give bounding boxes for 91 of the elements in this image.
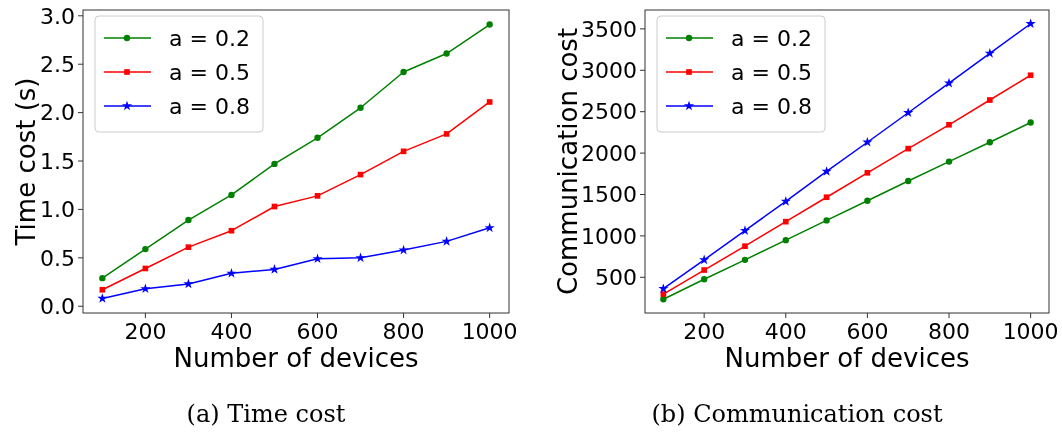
point	[443, 131, 450, 137]
point	[185, 244, 192, 250]
point	[984, 47, 995, 58]
y-tick-label: 2.0	[40, 100, 75, 126]
legend-label: a = 0.5	[731, 59, 812, 85]
point	[741, 256, 749, 264]
x-tick-label: 400	[210, 319, 253, 344]
point	[903, 107, 914, 118]
point	[782, 236, 789, 244]
point	[905, 145, 912, 152]
x-tick-label: 1000	[461, 319, 518, 344]
point	[183, 278, 194, 289]
x-tick-label: 600	[296, 319, 339, 344]
y-axis-title: Time cost (s)	[11, 77, 41, 247]
point	[699, 254, 710, 265]
point	[943, 77, 955, 88]
point	[314, 134, 321, 141]
point	[1025, 18, 1036, 29]
point	[185, 216, 192, 224]
point	[660, 296, 667, 303]
legend-label: a = 0.8	[731, 93, 812, 119]
point	[355, 252, 366, 263]
point	[99, 286, 106, 293]
point	[443, 50, 450, 57]
point	[228, 191, 235, 199]
point	[987, 97, 993, 103]
point	[782, 218, 789, 225]
y-tick-label: 2.5	[40, 51, 75, 77]
x-tick-label: 1000	[1002, 319, 1059, 344]
y-tick-label: 1500	[581, 182, 637, 208]
y-tick-label: 3000	[581, 57, 637, 83]
x-tick-label: 200	[124, 319, 167, 344]
point	[821, 166, 832, 176]
legend-label: a = 0.2	[169, 25, 250, 51]
point	[486, 21, 493, 28]
point	[1027, 119, 1034, 126]
point	[823, 194, 830, 201]
x-tick-label: 600	[846, 319, 889, 344]
point	[226, 267, 237, 278]
y-tick-label: 0.0	[40, 293, 75, 319]
point	[1027, 72, 1034, 79]
y-tick-label: 3.0	[40, 3, 75, 29]
legend-label: a = 0.8	[169, 93, 250, 119]
point	[780, 196, 791, 206]
legend-label: a = 0.2	[731, 25, 812, 51]
point	[742, 243, 748, 249]
point	[700, 276, 708, 283]
point	[701, 267, 707, 273]
y-tick-label: 500	[595, 265, 637, 291]
text: (a) Time cost	[186, 400, 346, 428]
y-tick-label: 1000	[581, 223, 637, 249]
point	[97, 293, 108, 303]
y-tick-label: 2000	[581, 140, 637, 166]
point	[400, 68, 407, 76]
point	[228, 227, 235, 234]
y-tick-label: 1.0	[40, 197, 75, 223]
point	[905, 177, 912, 185]
y-tick-label: 1.5	[40, 148, 75, 174]
point	[823, 217, 830, 224]
point	[314, 193, 321, 199]
y-axis-title: Communication cost	[553, 27, 583, 296]
x-axis-title: Number of devices	[173, 343, 419, 373]
point	[946, 121, 952, 128]
point	[739, 225, 751, 235]
point	[986, 139, 994, 146]
point	[862, 136, 873, 147]
point	[945, 158, 953, 165]
y-tick-label: 2500	[581, 99, 637, 125]
x-tick-label: 200	[683, 319, 726, 344]
point	[441, 236, 452, 246]
point	[357, 104, 364, 111]
point	[484, 222, 495, 233]
point	[398, 244, 409, 255]
point	[99, 274, 106, 282]
y-tick-label: 3500	[581, 16, 637, 42]
y-tick-label: 0.5	[40, 245, 75, 271]
x-tick-label: 800	[928, 319, 971, 344]
text: (b) Communication cost	[651, 400, 943, 428]
point	[658, 283, 669, 294]
point	[269, 264, 280, 274]
point	[140, 283, 151, 294]
point	[864, 169, 871, 176]
x-tick-label: 800	[382, 319, 425, 344]
point	[142, 245, 149, 253]
x-axis-title: Number of devices	[724, 343, 970, 373]
point	[486, 99, 493, 105]
point	[312, 253, 323, 264]
point	[271, 160, 278, 168]
x-tick-label: 400	[764, 319, 807, 344]
point	[864, 197, 871, 204]
legend-label: a = 0.5	[169, 59, 250, 85]
